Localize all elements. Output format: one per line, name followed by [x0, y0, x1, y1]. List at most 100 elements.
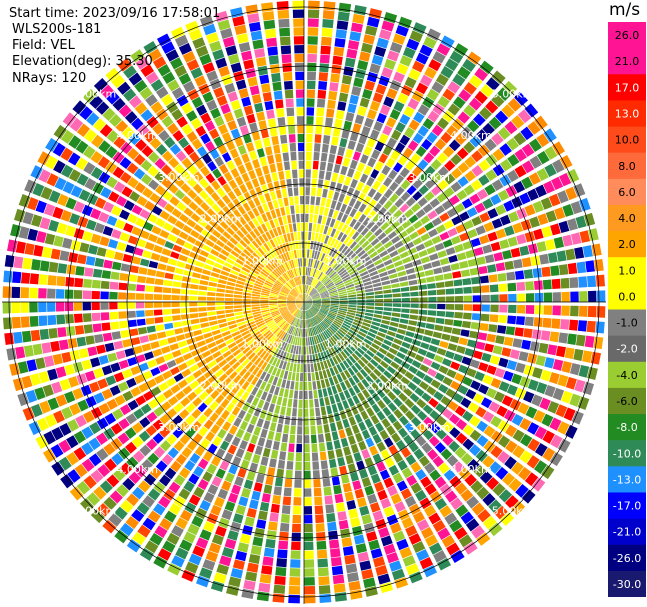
range-gate	[176, 116, 188, 128]
range-gate	[178, 488, 191, 500]
colorbar-bin	[608, 309, 646, 337]
range-gate	[389, 41, 403, 54]
range-gate	[278, 170, 285, 181]
colorbar-tick-label: -17.0	[613, 500, 641, 513]
range-gate	[38, 288, 47, 299]
range-gate	[363, 318, 372, 324]
range-gate	[232, 513, 244, 524]
range-gate	[335, 201, 342, 211]
range-gate	[191, 408, 202, 419]
range-gate	[395, 333, 405, 340]
range-gate	[275, 208, 282, 218]
range-gate	[330, 347, 337, 356]
range-gate	[161, 164, 173, 176]
range-gate	[476, 188, 489, 200]
range-gate	[282, 332, 288, 341]
range-gate	[375, 83, 387, 95]
range-gate	[265, 231, 272, 240]
range-gate	[243, 105, 254, 116]
range-gate	[38, 169, 51, 183]
range-gate	[173, 440, 185, 452]
range-gate	[221, 194, 231, 205]
range-gate	[271, 394, 278, 404]
range-gate	[114, 219, 126, 230]
range-gate	[289, 576, 301, 586]
range-gate	[499, 304, 508, 313]
range-gate	[279, 276, 287, 283]
range-gate	[325, 171, 332, 181]
range-gate	[80, 498, 94, 513]
range-gate	[162, 308, 172, 315]
range-gate	[333, 345, 340, 354]
range-gate	[499, 143, 512, 156]
range-gate	[295, 71, 304, 81]
range-gate	[514, 91, 528, 106]
range-gate	[179, 434, 191, 445]
range-gate	[155, 144, 168, 156]
range-gate	[294, 327, 299, 337]
range-gate	[305, 267, 308, 276]
range-gate	[441, 358, 452, 367]
range-gate	[353, 221, 362, 231]
range-gate	[509, 349, 520, 360]
range-gate	[558, 332, 569, 344]
range-gate	[249, 85, 260, 96]
range-gate	[260, 292, 270, 296]
range-gate	[412, 178, 423, 189]
range-gate	[564, 347, 575, 360]
range-gate	[301, 231, 304, 240]
range-gate	[539, 397, 551, 411]
range-gate	[366, 176, 375, 187]
range-gate	[297, 426, 303, 435]
range-gate	[426, 316, 436, 323]
range-gate	[434, 497, 448, 511]
range-gate	[506, 271, 516, 281]
range-gate	[122, 253, 133, 263]
range-gate	[280, 310, 289, 315]
range-gate	[352, 480, 362, 491]
range-gate	[335, 383, 343, 393]
range-gate	[245, 260, 254, 268]
range-gate	[315, 241, 320, 251]
range-gate	[457, 111, 471, 124]
range-gate	[338, 519, 349, 530]
range-gate	[315, 196, 321, 206]
range-gate	[304, 302, 308, 310]
range-gate	[407, 247, 418, 256]
range-gate	[317, 89, 327, 99]
range-gate	[340, 437, 349, 448]
range-gate	[360, 154, 369, 165]
colorbar-bin	[608, 152, 646, 180]
range-gate	[144, 351, 154, 361]
range-gate	[109, 311, 119, 320]
range-gate	[297, 124, 304, 134]
range-gate	[321, 303, 330, 305]
range-gate	[315, 407, 321, 417]
range-gate	[209, 401, 219, 411]
range-gate	[372, 282, 382, 288]
range-gate	[268, 355, 276, 365]
range-gate	[275, 189, 282, 199]
range-gate	[412, 237, 423, 246]
range-gate	[409, 231, 419, 240]
range-gate	[368, 346, 378, 354]
range-gate	[319, 63, 330, 73]
range-gate	[167, 79, 180, 92]
range-gate	[331, 476, 341, 486]
range-gate	[290, 291, 298, 297]
range-gate	[429, 145, 441, 157]
range-gate	[135, 395, 147, 406]
range-gate	[382, 315, 391, 321]
range-gate	[194, 385, 204, 396]
range-gate	[171, 308, 181, 315]
range-gate	[357, 551, 370, 563]
range-gate	[456, 345, 466, 354]
range-gate	[363, 281, 373, 286]
range-gate	[307, 18, 319, 28]
range-gate	[45, 137, 59, 152]
range-gate	[227, 120, 238, 131]
range-gate	[111, 229, 122, 240]
range-gate	[150, 101, 164, 114]
range-gate	[88, 244, 99, 255]
range-gate	[454, 304, 464, 311]
